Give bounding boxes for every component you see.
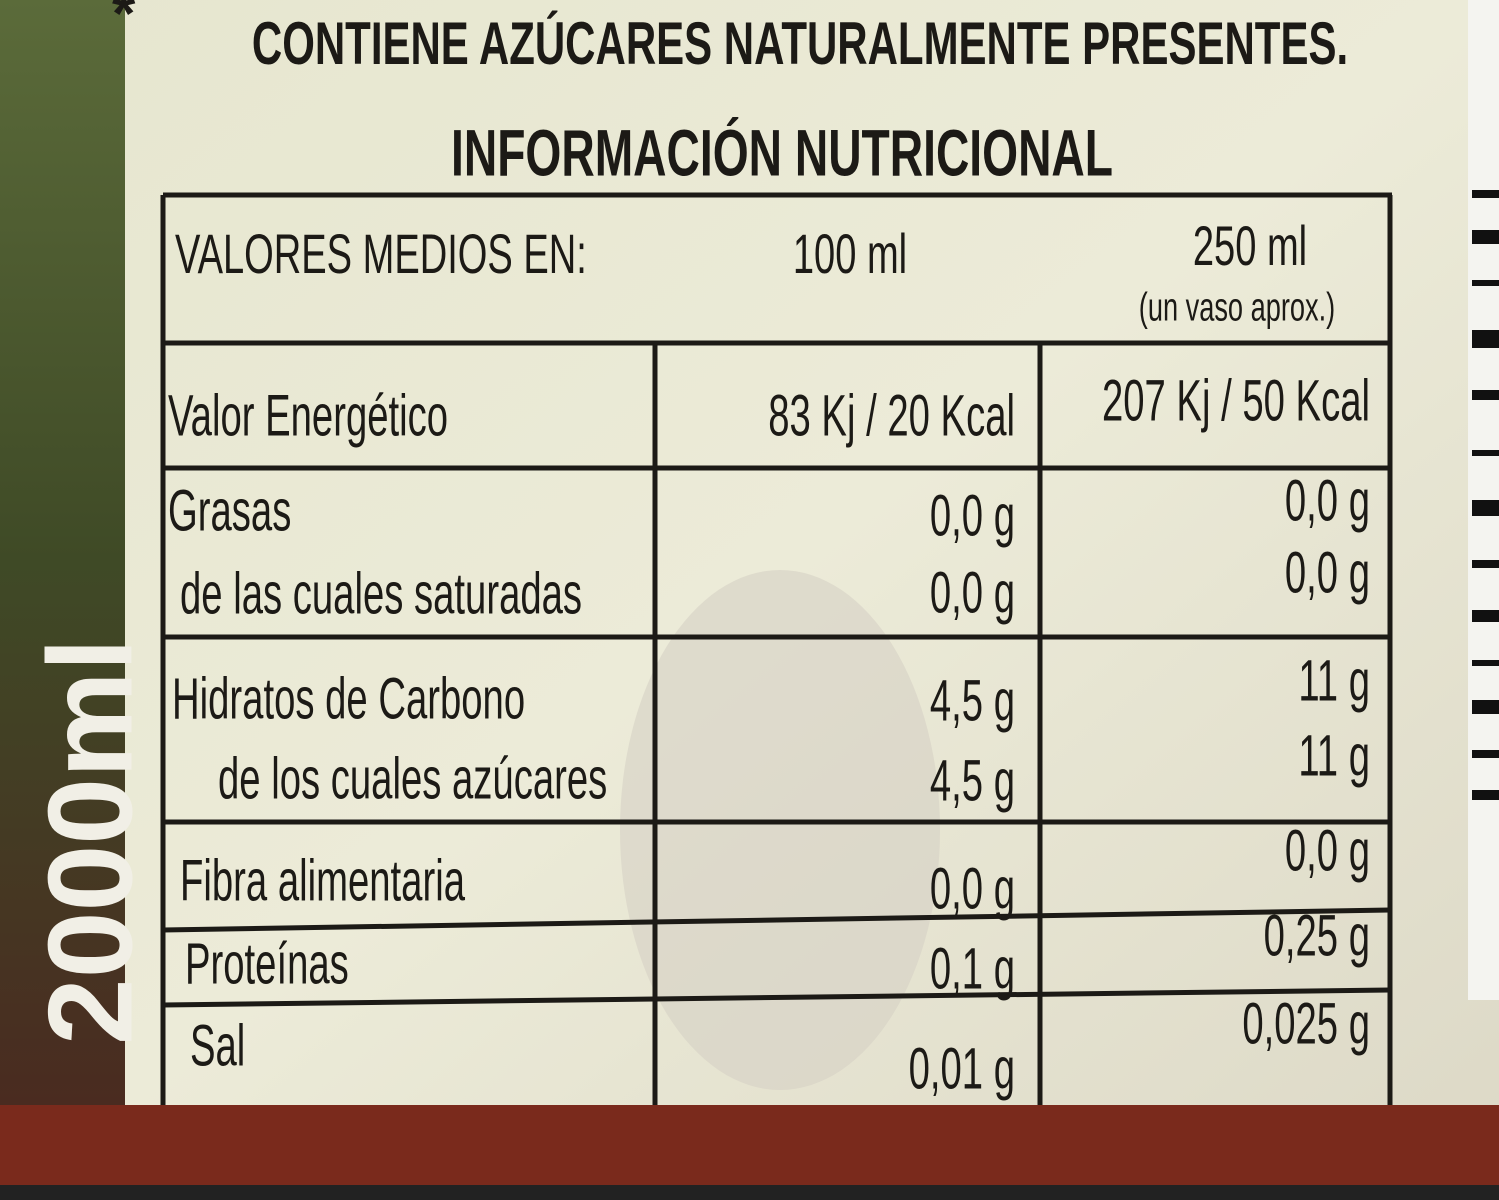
value-100ml: 0,0 g (930, 485, 1015, 549)
nutrient-name: de los cuales azúcares (218, 748, 607, 812)
header-label: VALORES MEDIOS EN: (175, 224, 587, 286)
value-100ml: 0,01 g (909, 1038, 1015, 1102)
value-100ml: 0,0 g (930, 858, 1015, 922)
value-250ml: 0,025 g (1242, 993, 1370, 1057)
value-250ml: 0,25 g (1264, 905, 1370, 969)
asterisk: * (112, 0, 136, 47)
nutrient-name: Proteínas (185, 933, 349, 997)
table-rules (160, 192, 1393, 1105)
barcode (1468, 0, 1499, 1000)
value-100ml: 0,1 g (930, 938, 1015, 1002)
value-100ml: 0,0 g (930, 562, 1015, 626)
value-100ml: 4,5 g (930, 750, 1015, 814)
bottom-band (0, 1105, 1499, 1200)
value-250ml: 0,0 g (1285, 470, 1370, 534)
nutrient-name: Valor Energético (168, 385, 448, 449)
notice: CONTIENE AZÚCARES NATURALMENTE PRESENTES… (252, 9, 1348, 76)
value-250ml: 11 g (1298, 650, 1370, 714)
nutrient-name: Sal (190, 1015, 245, 1079)
header-note: (un vaso aprox.) (1139, 285, 1335, 329)
value-100ml: 83 Kj / 20 Kcal (768, 385, 1015, 449)
value-100ml: 4,5 g (930, 670, 1015, 734)
value-250ml: 0,0 g (1285, 820, 1370, 884)
value-250ml: 207 Kj / 50 Kcal (1102, 370, 1370, 434)
header-col2: 250 ml (1193, 216, 1307, 278)
background-shape (620, 570, 940, 1090)
side-band (0, 0, 125, 1120)
nutrient-name: Grasas (168, 480, 291, 544)
nutrient-name: de las cuales saturadas (180, 563, 582, 627)
title: INFORMACIÓN NUTRICIONAL (451, 116, 1113, 190)
side-text: 2000ml (24, 638, 158, 1045)
nutrient-name: Fibra alimentaria (180, 850, 466, 914)
header-col1: 100 ml (793, 224, 907, 286)
value-250ml: 0,0 g (1285, 542, 1370, 606)
value-250ml: 11 g (1298, 725, 1370, 789)
nutrient-name: Hidratos de Carbono (172, 668, 525, 732)
bottom-edge (0, 1185, 1499, 1200)
